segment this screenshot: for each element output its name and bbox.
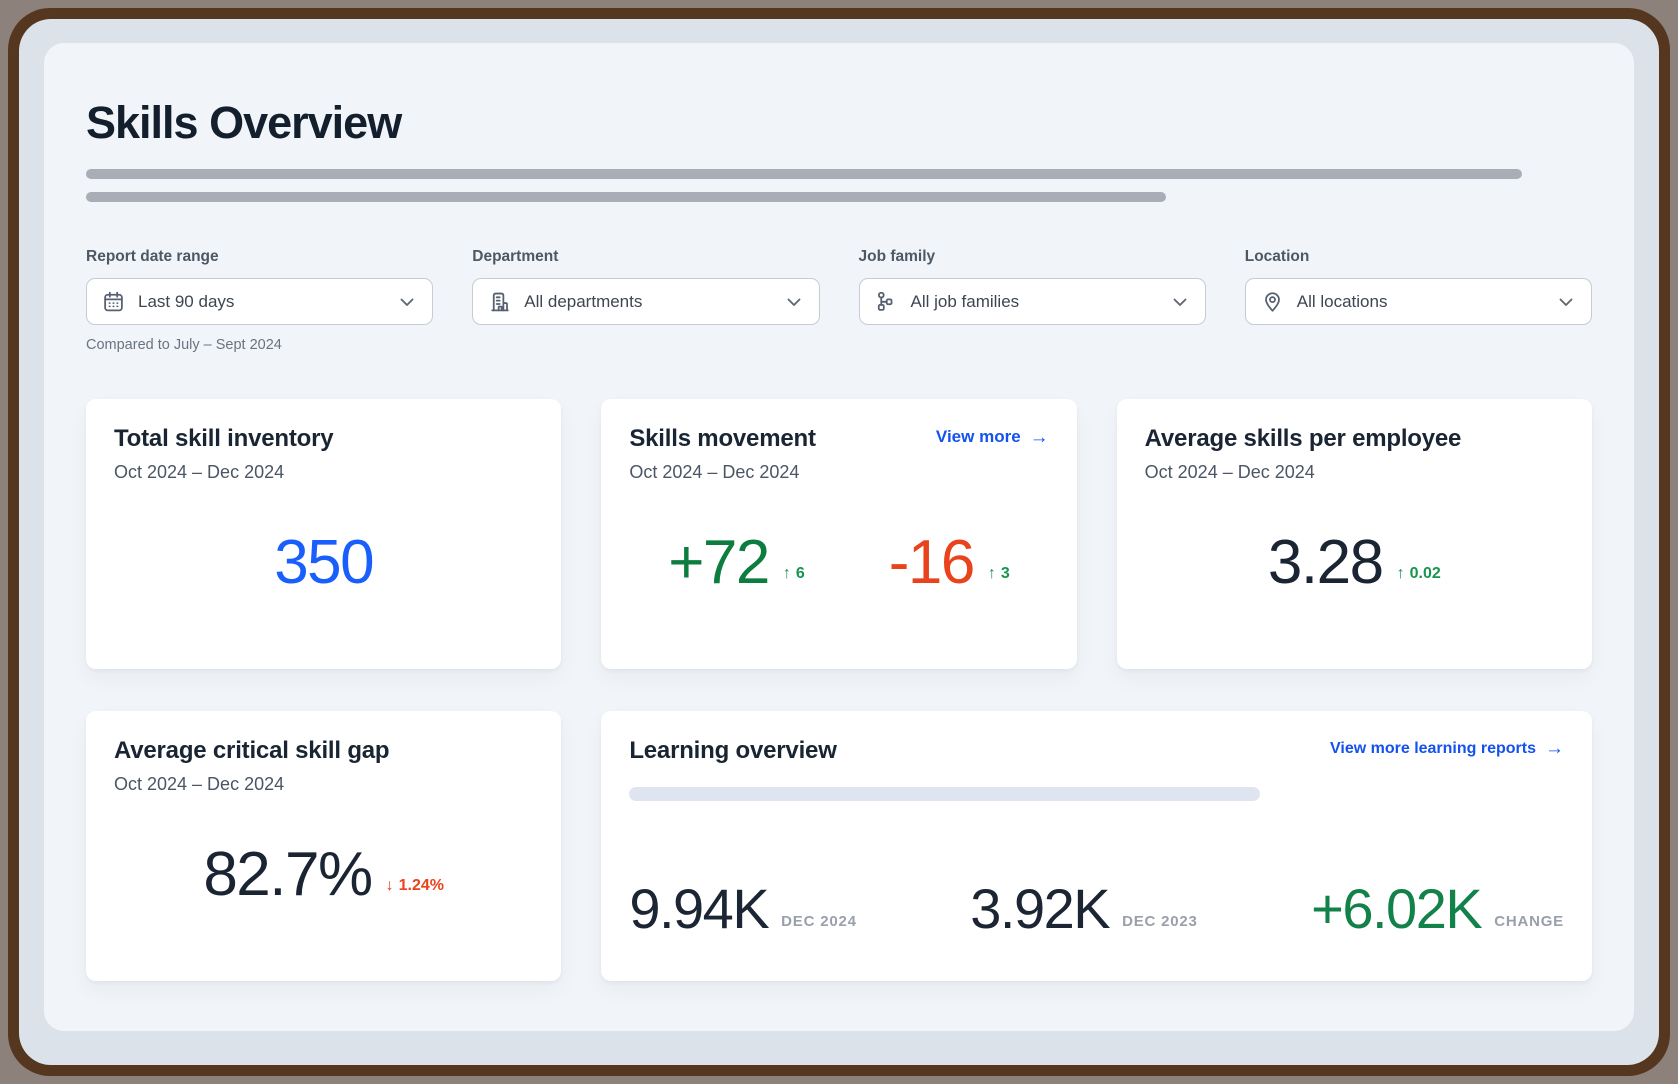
card-period: Oct 2024 – Dec 2024 [1144,462,1315,482]
job-family-value: All job families [910,291,1020,311]
card-title: Total skill inventory [114,425,334,452]
learning-stat-label: CHANGE [1494,913,1564,930]
main-panel: Skills Overview Report date range [44,43,1634,1031]
department-value: All departments [524,291,643,311]
date-range-helper: Compared to July – Sept 2024 [86,337,282,353]
chevron-down-icon [1173,298,1187,306]
card-learning-overview: Learning overview View more learning rep… [601,711,1592,981]
filter-label: Department [472,248,559,265]
card-total-skill-inventory: Total skill inventory Oct 2024 – Dec 202… [86,399,562,669]
org-chart-icon [877,291,892,311]
skills-lost-group: -16 ↑ 3 [888,527,1010,597]
learning-stat-change: +6.02K CHANGE [1311,877,1564,941]
date-range-value: Last 90 days [138,291,235,311]
arrow-up-icon: ↑ [987,565,996,583]
critical-skill-gap-value: 82.7% [203,839,373,909]
card-period: Oct 2024 – Dec 2024 [114,774,285,794]
average-skills-value: 3.28 [1267,527,1384,597]
location-select[interactable]: All locations [1244,278,1592,325]
filter-label: Location [1244,248,1310,265]
department-select[interactable]: All departments [472,278,820,325]
chevron-down-icon [400,298,414,306]
window-background: Skills Overview Report date range [19,19,1659,1065]
arrow-up-icon: ↑ [1396,565,1405,583]
arrow-right-icon: → [1029,426,1049,448]
card-period: Oct 2024 – Dec 2024 [114,462,285,482]
filter-label: Report date range [86,248,219,265]
metric-cards-grid: Total skill inventory Oct 2024 – Dec 202… [86,399,1592,981]
card-average-skills-per-employee: Average skills per employee Oct 2024 – D… [1116,399,1592,669]
skills-lost-delta-badge: ↑ 3 [987,565,1010,583]
learning-stat-value: +6.02K [1311,877,1483,941]
chevron-down-icon [1559,298,1573,306]
window-frame: Skills Overview Report date range [8,8,1670,1076]
date-range-select[interactable]: Last 90 days [86,278,434,325]
card-skills-movement: Skills movement Oct 2024 – Dec 2024 View… [601,399,1077,669]
arrow-up-icon: ↑ [782,565,791,583]
card-title: Average skills per employee [1144,425,1462,452]
skills-lost-value: -16 [888,527,976,597]
learning-stat-value: 3.92K [970,877,1110,941]
filter-label: Job family [858,248,936,265]
card-title: Skills movement [629,425,816,452]
filters-row: Report date range [86,248,1592,353]
location-value: All locations [1296,291,1388,311]
filter-department: Department All departments [472,248,820,353]
filter-date-range: Report date range [86,248,434,353]
skills-gained-value: +72 [668,527,770,597]
chevron-down-icon [787,298,800,306]
skills-gained-group: +72 ↑ 6 [668,527,805,597]
view-more-link[interactable]: View more → [935,426,1049,448]
learning-stat-label: DEC 2024 [781,913,857,930]
skeleton-bar-learning [629,787,1261,801]
card-average-critical-skill-gap: Average critical skill gap Oct 2024 – De… [86,711,562,981]
view-more-learning-reports-link[interactable]: View more learning reports → [1330,738,1564,759]
total-skill-inventory-value: 350 [274,527,374,597]
page-title: Skills Overview [86,97,402,148]
critical-skill-gap-delta-badge: ↓ 1.24% [385,877,444,895]
card-title: Learning overview [629,737,837,764]
learning-stat-previous: 3.92K DEC 2023 [970,877,1198,941]
filter-job-family: Job family All job families [858,248,1206,353]
learning-stats-row: 9.94K DEC 2024 3.92K DEC 2023 +6.02K CHA… [629,877,1564,941]
building-icon [491,292,510,312]
learning-stat-label: DEC 2023 [1122,913,1198,930]
arrow-down-icon: ↓ [385,877,394,895]
skeleton-bar-2 [86,192,1166,202]
location-pin-icon [1264,292,1280,312]
skeleton-bar-1 [86,169,1522,179]
skills-gained-delta-badge: ↑ 6 [782,565,805,583]
card-period: Oct 2024 – Dec 2024 [629,462,800,482]
arrow-right-icon: → [1545,738,1564,759]
learning-stat-value: 9.94K [629,877,769,941]
calendar-icon [104,291,123,312]
learning-stat-current: 9.94K DEC 2024 [629,877,857,941]
job-family-select[interactable]: All job families [858,278,1206,325]
card-title: Average critical skill gap [114,737,390,764]
filter-location: Location All locations [1244,248,1592,353]
average-skills-delta-badge: ↑ 0.02 [1396,565,1441,583]
